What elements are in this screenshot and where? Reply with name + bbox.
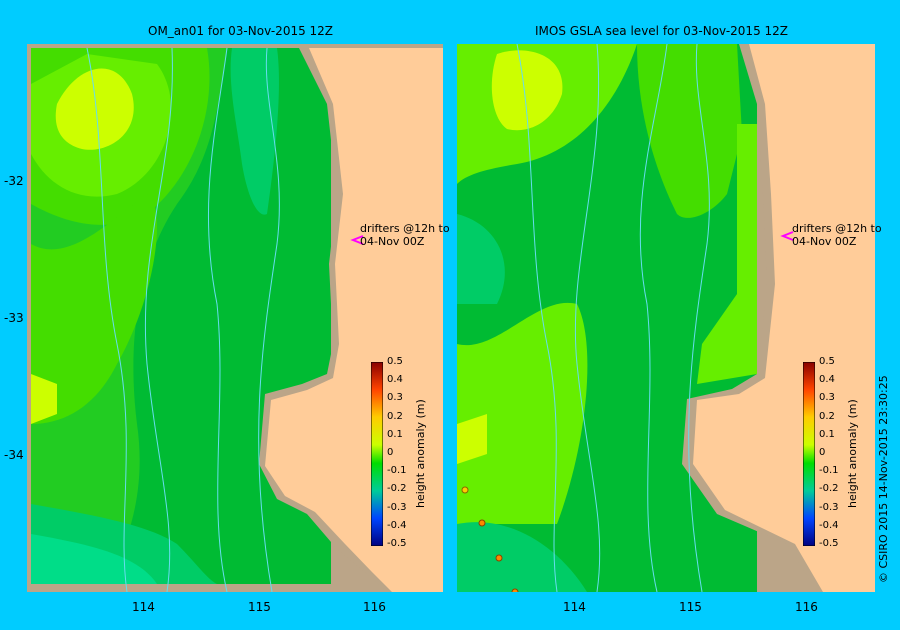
colorbar-tick-label: 0.4 [387,374,403,386]
lat-tick-label: -33 [4,311,24,325]
colorbar-tick-label: -0.3 [819,501,839,513]
colorbar-tick-label: 0.2 [387,410,403,422]
copyright-text: © CSIRO 2015 14-Nov-2015 23:30:25 [877,375,890,583]
colorbar-tick-label: -0.4 [819,519,839,531]
colorbar-tick-label: 0.2 [819,410,835,422]
drifter-annotation-right: drifters @12h to 04-Nov 00Z [792,222,882,248]
colorbar-tick-label: 0.4 [819,374,835,386]
anomaly-field [31,374,57,424]
lat-tick-label: -32 [4,174,24,188]
right-colorbar [803,362,815,546]
colorbar-tick-label: -0.1 [387,465,407,477]
land-area [693,44,875,592]
left-colorbar-title: height anomaly (m) [414,399,427,508]
left-map [27,44,443,592]
colorbar-tick-label: -0.4 [387,519,407,531]
lon-tick-label: 115 [679,600,702,614]
colorbar-tick-label: -0.3 [387,501,407,513]
right-colorbar-title: height anomaly (m) [846,399,859,508]
left-colorbar [371,362,383,546]
colorbar-tick-label: 0.5 [819,356,835,367]
colorbar-tick-label: -0.5 [387,538,407,549]
colorbar-tick-label: 0.3 [819,392,835,404]
lon-tick-label: 114 [132,600,155,614]
drifter-track [780,231,794,241]
lon-tick-label: 115 [248,600,271,614]
anomaly-field [31,534,157,584]
colorbar-tick-label: 0.1 [819,428,835,440]
anomaly-field [457,414,487,464]
drifter-track [350,235,364,245]
lon-tick-label: 114 [563,600,586,614]
colorbar-tick-label: -0.2 [387,483,407,495]
anomaly-field [697,124,757,384]
colorbar-tick-label: -0.5 [819,538,839,549]
colorbar-tick-label: 0.3 [387,392,403,404]
colorbar-tick-label: 0 [819,447,826,458]
left-panel-title: OM_an01 for 03-Nov-2015 12Z [148,24,334,38]
colorbar-tick-label: 0.1 [387,428,403,440]
right-map [457,44,875,592]
colorbar-tick-label: 0 [387,447,394,458]
colorbar-tick-label: -0.2 [819,483,839,495]
colorbar-tick-label: 0.5 [387,356,403,367]
lat-tick-label: -34 [4,448,24,462]
anomaly-field [637,44,742,218]
lon-tick-label: 116 [363,600,386,614]
anomaly-field [457,302,588,524]
anomaly-field [55,68,134,150]
anomaly-field [457,522,587,592]
right-panel-title: IMOS GSLA sea level for 03-Nov-2015 12Z [535,24,789,38]
drifter-annotation-left: drifters @12h to 04-Nov 00Z [360,222,450,248]
anomaly-field [31,194,157,424]
land-area [265,48,443,592]
lon-tick-label: 116 [795,600,818,614]
anomaly-field [457,214,505,304]
anomaly-field [230,48,279,215]
colorbar-tick-label: -0.1 [819,465,839,477]
anomaly-field [491,50,563,131]
